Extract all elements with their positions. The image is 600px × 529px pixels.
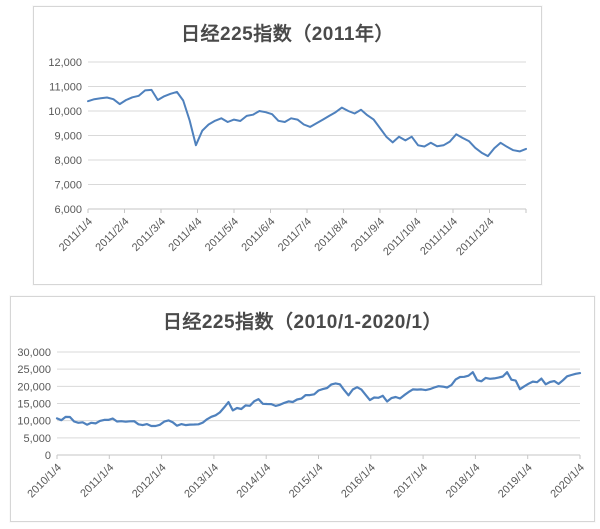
x-tick-label: 2018/1/4 (444, 462, 483, 501)
chart-panel-nikkei-2011: 日经225指数（2011年） 12,000 11,000 10,000 9,000 8,… (33, 6, 542, 285)
x-tick-label: 2011/8/4 (312, 216, 350, 254)
y-tick-label: 15,000 (17, 399, 51, 411)
y-tick-label: 7,000 (54, 180, 82, 192)
y-tick-label: 0 (45, 450, 51, 462)
x-tick-label: 2017/1/4 (391, 462, 430, 501)
x-tick-label: 2019/1/4 (496, 462, 535, 501)
x-tick-label: 2011/2/4 (93, 216, 131, 254)
x-tick-label: 2011/3/4 (130, 216, 168, 254)
y-tick-label: 11,000 (49, 82, 82, 94)
x-tick-label: 2011/1/4 (57, 216, 95, 254)
x-tick-label: 2011/7/4 (276, 216, 314, 254)
x-tick-label: 2011/5/4 (203, 216, 241, 254)
x-tick-label: 2010/1/4 (25, 462, 64, 501)
x-tick-label: 2015/1/4 (287, 462, 326, 501)
line-chart-nikkei-2010-2020: 30,000 25,000 20,000 15,000 10,000 5,000 02010… (17, 347, 587, 501)
x-tick-label: 2011/12/4 (454, 216, 497, 259)
x-tick-label: 2012/1/4 (130, 462, 169, 501)
chart-title-nikkei-2010-2020: 日经225指数（2010/1-2020/1） (162, 312, 443, 333)
y-tick-label: 8,000 (54, 155, 82, 167)
x-tick-label: 2013/1/4 (182, 462, 221, 501)
y-tick-label: 20,000 (17, 381, 51, 393)
price-line (55, 371, 582, 428)
x-tick-label: 2011/6/4 (239, 216, 277, 254)
y-tick-label: 6,000 (54, 204, 82, 216)
y-tick-label: 25,000 (17, 364, 51, 376)
x-tick-label: 2011/10/4 (381, 216, 424, 259)
y-tick-label: 9,000 (54, 131, 82, 143)
chart-panel-nikkei-2010-2020: 日经225指数（2010/1-2020/1） 30,000 25,000 20,00… (10, 296, 595, 522)
y-tick-label: 30,000 (17, 347, 51, 359)
y-tick-label: 12,000 (48, 57, 82, 69)
y-tick-label: 10,000 (17, 416, 51, 428)
x-tick-label: 2011/1/4 (78, 462, 116, 500)
price-line (87, 88, 527, 158)
x-tick-label: 2016/1/4 (339, 462, 378, 501)
y-tick-label: 5,000 (23, 433, 51, 445)
y-tick-label: 10,000 (48, 106, 82, 118)
chart-title-nikkei-2011: 日经225指数（2011年） (181, 24, 394, 45)
line-chart-nikkei-2011: 12,00011,00010,0009,0008,0007,0006,00020… (48, 57, 527, 259)
x-tick-label: 2020/1/4 (548, 462, 587, 501)
x-tick-label: 2011/4/4 (166, 216, 204, 254)
x-tick-label: 2014/1/4 (235, 462, 274, 501)
x-tick-label: 2011/11/4 (418, 216, 460, 258)
